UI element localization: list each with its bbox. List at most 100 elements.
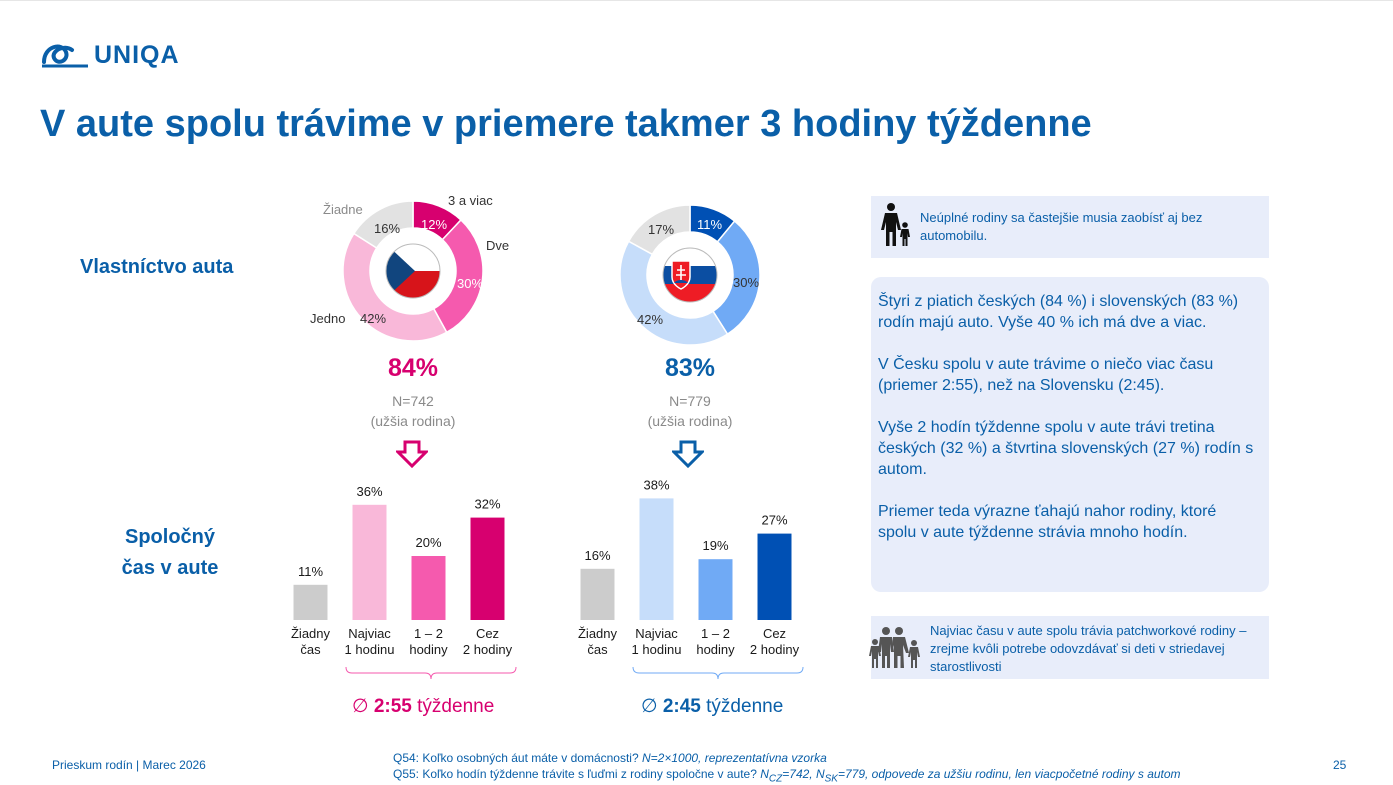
bars-sk-value-label-0: 16% [584,548,610,563]
bars-cz-brace [345,666,517,680]
footer-q55: Q55: Koľko hodín týždenne trávite s ľuďm… [393,766,1181,785]
footer-source: Prieskum rodín | Marec 2026 [52,758,206,772]
bars-cz-bar-1 [352,504,387,620]
logo-wordmark: UNIQA [94,40,180,69]
sk-average: ∅ 2:45 týždenne [641,695,783,718]
q55-n-cz-val: =742, [782,767,816,781]
donut-cz-value-0: 12% [421,217,448,232]
donut-cz-value-1: 30% [457,276,484,291]
q55-text: Q55: Koľko hodín týždenne trávite s ľuďm… [393,767,761,781]
cz-group: (užšia rodina) [370,413,456,429]
bars-sk-bar-1 [639,498,674,620]
bars-sk-value-label-2: 19% [702,538,728,553]
bars-cz-bar-3 [470,517,505,620]
donut-chart-sk [620,205,760,345]
donut-cz-label-0: 3 a viac [448,193,493,208]
bars-sk-category-label-1: Najviac [635,626,678,641]
bars-sk-category-label-2: 1 – 2 [701,626,730,641]
bars-sk-category-label-3: Cez [763,626,786,641]
cz-average: ∅ 2:55 týždenne [352,695,494,718]
arrow-down-icon [396,440,428,468]
bars-cz-bar-0 [293,584,328,620]
bars-sk-bar-0 [580,568,615,620]
bars-sk-brace [632,666,804,680]
donut-cz-value-2: 42% [360,311,387,326]
insight-paragraph: V Česku spolu v aute trávime o niečo via… [878,356,1214,394]
donut-sk-value-3: 17% [648,222,675,237]
insight-paragraph: Štyri z piatich českých (84 %) i slovens… [878,293,1239,331]
donut-cz-label-1: Dve [486,238,510,253]
sk-n: N=779 [669,393,711,409]
insight-text-patchwork: Najviac času v aute spolu trávia patchwo… [930,623,1247,674]
bars-sk-category-label-0: čas [587,642,608,657]
q55-sub-sk: SK [824,773,838,785]
footer-q54: Q54: Koľko osobných áut máte v domácnost… [393,750,1181,766]
sk-total-pct: 83% [664,354,716,382]
q55-n-cz: N [760,767,769,781]
bars-sk-category-label-3: 2 hodiny [750,642,800,657]
bars-cz-category-label-3: 2 hodiny [463,642,513,657]
insight-paragraph: Priemer teda výrazne ťahajú nahor rodiny… [878,503,1217,541]
insight-box-summary [871,277,1269,592]
bars-sk-category-label-0: Žiadny [578,626,618,641]
cz-average-unit: týždenne [417,696,495,717]
q54-note: N=2×1000, reprezentatívna vzorka [641,751,827,765]
bars-cz-category-label-1: Najviac [348,626,391,641]
row-label-ownership: Vlastníctvo auta [80,256,234,278]
bars-sk-category-label-1: 1 hodinu [632,642,682,657]
cz-flag-icon [385,243,441,299]
uniqa-logo-icon [42,44,88,68]
cz-sample-info: N=742 (užšia rodina) [333,391,493,431]
donut-sk-value-1: 30% [733,275,760,290]
insight-text-single-parent: Neúplné rodiny sa častejšie musia zaobís… [920,210,1203,243]
insight-paragraph: Vyše 2 hodín týždenne spolu v aute trávi… [878,419,1254,478]
sk-sample-info: N=779 (užšia rodina) [610,391,770,431]
average-symbol: ∅ [641,696,658,717]
donut-cz-value-3: 16% [374,221,401,236]
footer-questions: Q54: Koľko osobných áut máte v domácnost… [393,750,1181,785]
patchwork-family-icon [869,627,920,668]
bars-sk-category-label-2: hodiny [696,642,735,657]
arrow-down-icon [672,440,704,468]
donut-chart-cz [343,201,483,341]
bars-cz-bar-2 [411,556,446,620]
row-label-time-line1: Spoločný [124,526,215,548]
bars-sk-value-label-3: 27% [761,513,787,528]
bars-cz-category-label-3: Cez [476,626,499,641]
top-divider [0,0,1393,1]
cz-average-value: 2:55 [373,696,412,717]
cz-n: N=742 [392,393,434,409]
cz-total-pct: 84% [387,354,439,382]
donut-cz-label-2: Jedno [310,311,346,326]
single-parent-family-icon [881,203,910,246]
donut-sk-value-0: 11% [697,217,723,232]
page-title: V aute spolu trávime v priemere takmer 3… [40,103,1092,145]
bars-sk-bar-3 [757,533,792,620]
q55-rest: =779, odpovede za užšiu rodinu, len viac… [837,767,1181,781]
average-symbol: ∅ [352,696,369,717]
bars-cz-category-label-0: Žiadny [291,626,331,641]
insight-box-patchwork: Najviac času v aute spolu trávia patchwo… [871,616,1269,679]
sk-average-unit: týždenne [706,696,784,717]
bars-cz-category-label-1: 1 hodinu [345,642,395,657]
row-label-time: Spoločný čas v aute [100,522,240,584]
page-number: 25 [1333,758,1347,772]
row-label-time-line2: čas v aute [121,557,219,579]
uniqa-logo: UNIQA [40,38,180,72]
bars-sk-bar-2 [698,559,733,620]
bars-cz-value-label-0: 11% [298,564,323,579]
donut-sk-value-2: 42% [637,312,664,327]
sk-average-value: 2:45 [662,696,701,717]
q54-text: Q54: Koľko osobných áut máte v domácnost… [393,751,642,765]
q55-note: NCZ=742, NSK=779, odpovede za užšiu rodi… [760,767,1181,785]
q55-n-sk: N [815,767,825,781]
donut-cz-label-3: Žiadne [323,202,363,217]
bars-cz-value-label-1: 36% [356,484,382,499]
bars-cz-category-label-2: 1 – 2 [414,626,443,641]
bars-cz-category-label-0: čas [300,642,321,657]
insight-box-single-parent: Neúplné rodiny sa častejšie musia zaobís… [871,196,1269,258]
bars-cz-value-label-2: 20% [415,535,441,550]
sk-group: (užšia rodina) [647,413,733,429]
